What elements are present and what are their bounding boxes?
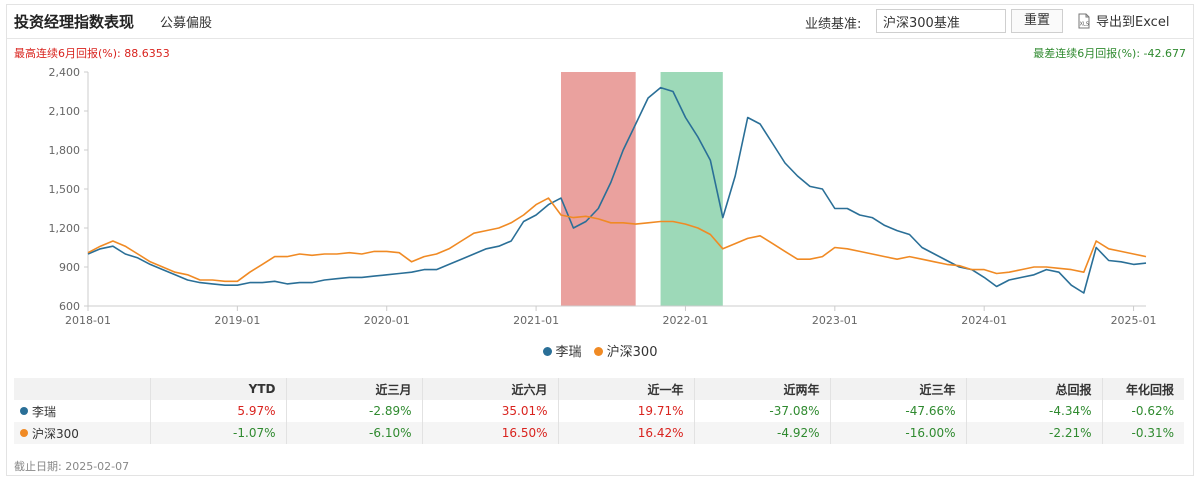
table-row: 李瑞 5.97% -2.89% 35.01% 19.71% -37.08% -4… — [14, 400, 1184, 422]
column-header — [14, 378, 151, 400]
header: 投资经理指数表现 公募偏股 业绩基准: 重置 XLS 导出到Excel — [14, 9, 1186, 35]
table-cell: 16.42% — [558, 422, 695, 444]
table-cell: -37.08% — [694, 400, 831, 422]
panel-frame — [6, 4, 1194, 476]
table-row: 沪深300 -1.07% -6.10% 16.50% 16.42% -4.92%… — [14, 422, 1184, 444]
table-cell: -4.34% — [966, 400, 1103, 422]
legend-dot-manager — [542, 347, 552, 356]
y-tick-label: 2,400 — [49, 66, 81, 79]
y-tick-label: 1,800 — [49, 144, 81, 157]
export-excel-button[interactable]: XLS 导出到Excel — [1076, 11, 1169, 33]
column-header: 年化回报 — [1102, 378, 1184, 400]
table-cell: -0.31% — [1102, 422, 1184, 444]
x-tick-label: 2018-01 — [65, 314, 111, 327]
row-name: 沪深300 — [32, 426, 79, 441]
x-tick-label: 2019-01 — [214, 314, 260, 327]
column-header: 近一年 — [558, 378, 695, 400]
svg-text:XLS: XLS — [1080, 21, 1089, 27]
table-cell: -4.92% — [694, 422, 831, 444]
x-tick-label: 2024-01 — [961, 314, 1007, 327]
column-header: 近六月 — [422, 378, 559, 400]
benchmark-label: 业绩基准: — [805, 17, 862, 32]
x-tick-label: 2023-01 — [812, 314, 858, 327]
x-tick-label: 2022-01 — [662, 314, 708, 327]
row-name-cell: 沪深300 — [14, 422, 151, 444]
table-cell: 5.97% — [150, 400, 287, 422]
legend-label-benchmark: 沪深300 — [606, 345, 658, 360]
table-cell: 19.71% — [558, 400, 695, 422]
legend-item-manager[interactable]: 李瑞 — [542, 341, 582, 360]
page-title: 投资经理指数表现 — [14, 13, 135, 31]
y-tick-label: 1,200 — [49, 222, 81, 235]
fund-type-label: 公募偏股 — [160, 16, 213, 31]
table-cell: -6.10% — [286, 422, 423, 444]
table-cell: -2.21% — [966, 422, 1103, 444]
table-cell: -2.89% — [286, 400, 423, 422]
column-header: YTD — [150, 378, 287, 400]
table-header-row: YTD 近三月 近六月 近一年 近两年 近三年 总回报 年化回报 — [14, 378, 1184, 400]
column-header: 近三年 — [830, 378, 967, 400]
chart-legend: 李瑞 沪深300 — [0, 341, 1200, 360]
table-cell: 16.50% — [422, 422, 559, 444]
series-line-benchmark — [87, 197, 1147, 283]
performance-chart: 600 900 1,200 1,500 1,800 2,100 2,400 2018-01 20… — [49, 66, 1157, 327]
legend-label-manager: 李瑞 — [555, 345, 582, 360]
export-label: 导出到Excel — [1096, 15, 1170, 30]
column-header: 总回报 — [966, 378, 1103, 400]
x-tick-label: 2025-01 — [1111, 314, 1157, 327]
row-name: 李瑞 — [32, 404, 57, 419]
row-name-cell: 李瑞 — [14, 400, 151, 422]
benchmark-input[interactable] — [876, 9, 1006, 33]
y-tick-label: 2,100 — [49, 105, 81, 118]
y-tick-label: 900 — [59, 261, 80, 274]
y-tick-label: 1,500 — [49, 183, 81, 196]
column-header: 近三月 — [286, 378, 423, 400]
returns-table: YTD 近三月 近六月 近一年 近两年 近三年 总回报 年化回报 李瑞 5.97… — [14, 378, 1184, 444]
worst-6m-band — [660, 72, 723, 306]
reset-button[interactable]: 重置 — [1011, 9, 1063, 33]
table-cell: -16.00% — [830, 422, 967, 444]
best-6m-band — [560, 72, 636, 306]
table-cell: 35.01% — [422, 400, 559, 422]
worst-6m-return: 最差连续6月回报(%): -42.677 — [1033, 47, 1186, 60]
table-cell: -1.07% — [150, 422, 287, 444]
series-dot-benchmark — [20, 429, 28, 437]
header-divider — [7, 38, 1193, 39]
table-cell: -47.66% — [830, 400, 967, 422]
best-6m-return: 最高连续6月回报(%): 88.6353 — [14, 47, 170, 60]
as-of-date: 截止日期: 2025-02-07 — [14, 460, 130, 473]
x-tick-label: 2021-01 — [513, 314, 559, 327]
series-dot-manager — [20, 407, 28, 415]
table-cell: -0.62% — [1131, 404, 1174, 418]
excel-file-icon: XLS — [1076, 13, 1092, 33]
y-tick-label: 600 — [59, 300, 80, 313]
legend-dot-benchmark — [593, 347, 603, 356]
column-header: 近两年 — [694, 378, 831, 400]
x-tick-label: 2020-01 — [364, 314, 410, 327]
legend-item-benchmark[interactable]: 沪深300 — [593, 341, 658, 360]
